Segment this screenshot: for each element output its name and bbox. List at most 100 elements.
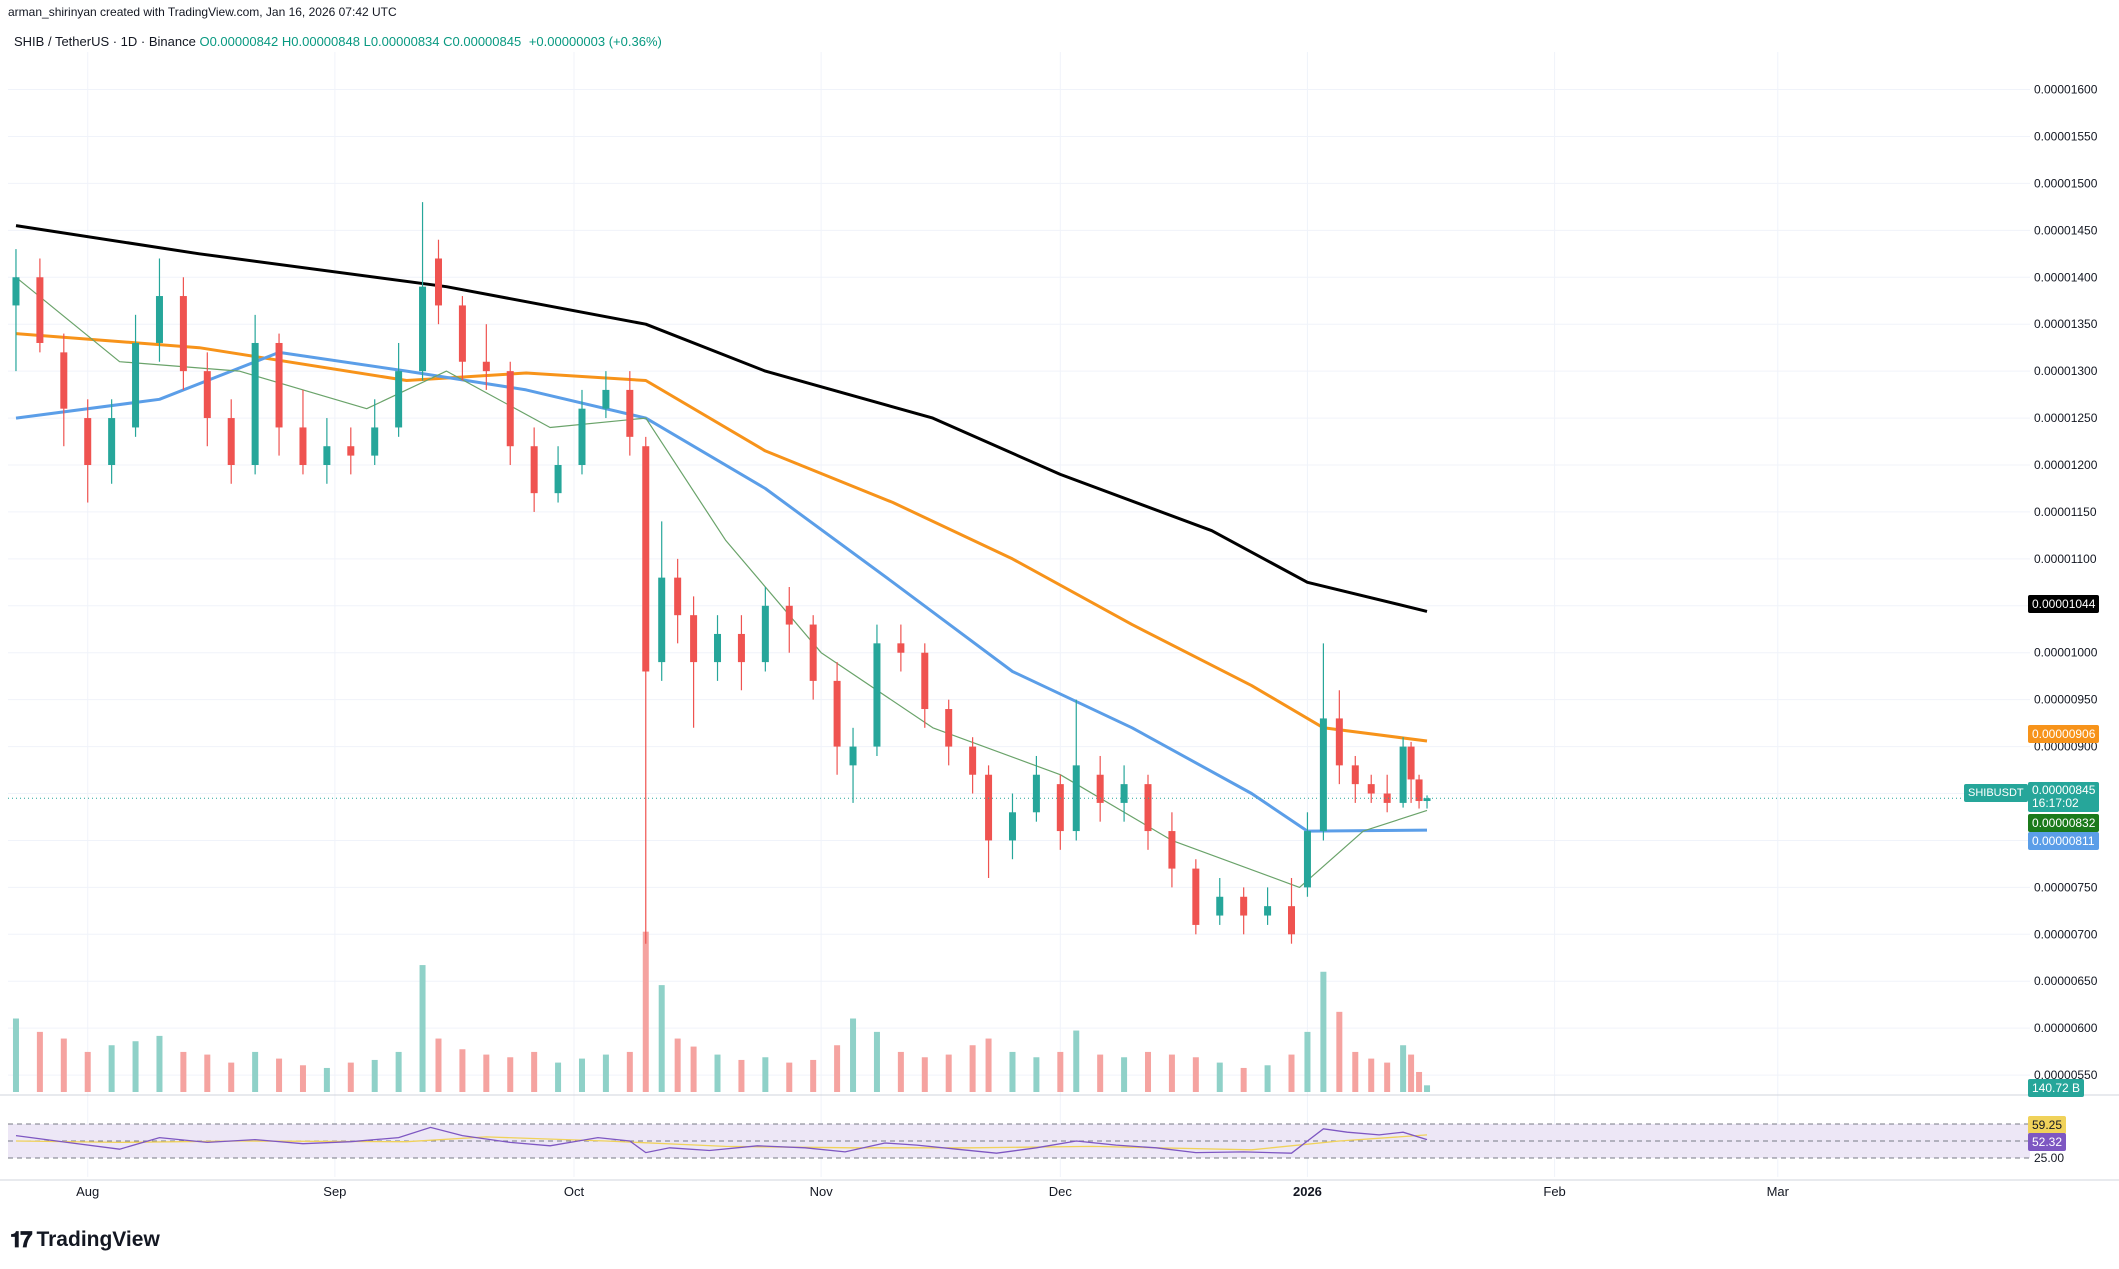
ma-blue-price-tag: 0.00000811 — [2028, 832, 2099, 850]
volume-bar — [1033, 1057, 1040, 1092]
candle-body — [251, 342, 259, 465]
candle-body — [1264, 906, 1272, 916]
y-axis-tick-label: 0.00000650 — [2034, 974, 2098, 988]
y-axis-tick-label: 0.00001150 — [2034, 505, 2097, 519]
volume-bar — [1424, 1085, 1431, 1092]
volume-bar — [1264, 1065, 1271, 1092]
candle-body — [1008, 812, 1016, 841]
candle-body — [1288, 906, 1296, 935]
open-value: O0.00000842 — [199, 34, 279, 49]
candle-body — [1303, 831, 1311, 888]
volume-bar — [1288, 1054, 1295, 1092]
tradingview-logo[interactable]: 𝟏𝟕 TradingView — [10, 1227, 160, 1253]
candle-body — [1407, 746, 1415, 780]
y-axis-tick-label: 0.00000950 — [2034, 693, 2098, 707]
candle-body — [658, 577, 666, 663]
candle-body — [969, 746, 977, 775]
candle-body — [1399, 746, 1407, 803]
candle-body — [36, 277, 44, 343]
y-axis-tick-label: 0.00001400 — [2034, 270, 2098, 284]
candle-body — [1319, 718, 1327, 832]
volume-bar — [1352, 1051, 1359, 1092]
volume-bar — [395, 1051, 402, 1092]
candle-body — [84, 418, 92, 465]
y-axis-tick-label: 0.00001300 — [2034, 364, 2098, 378]
candle-body — [849, 746, 857, 766]
candle-body — [60, 352, 68, 409]
x-axis-tick-label: Aug — [76, 1184, 99, 1199]
candle-body — [1335, 718, 1343, 766]
volume-bar — [1216, 1062, 1223, 1092]
y-axis-tick-label: 0.00000600 — [2034, 1021, 2098, 1035]
candle-body — [985, 774, 993, 841]
x-axis-tick-label: Mar — [1767, 1184, 1790, 1199]
volume-bar — [1384, 1062, 1391, 1092]
moving-average-line — [15, 332, 1428, 743]
candle-body — [737, 633, 745, 663]
volume-bar — [1097, 1054, 1104, 1092]
candle-body — [227, 418, 235, 465]
candle-body — [155, 296, 163, 343]
low-value: L0.00000834 — [363, 34, 440, 49]
x-axis-tick-label: Feb — [1543, 1184, 1565, 1199]
rsi-line — [15, 1126, 1428, 1154]
candle-body — [1351, 765, 1359, 785]
ma-black-price-tag: 0.00001044 — [2028, 595, 2100, 613]
candle-body — [1168, 831, 1176, 869]
candle-body — [458, 305, 466, 362]
volume-bar — [690, 1046, 697, 1092]
y-axis-tick-label: 0.00001600 — [2034, 83, 2098, 97]
close-value: C0.00000845 — [443, 34, 522, 49]
volume-bar — [276, 1058, 283, 1092]
candle-body — [1216, 896, 1224, 916]
candle-body — [554, 464, 562, 494]
volume-bar — [762, 1057, 769, 1092]
volume-bar — [156, 1035, 163, 1092]
volume-bar — [578, 1058, 585, 1092]
volume-bar — [371, 1059, 378, 1092]
volume-bar — [921, 1057, 928, 1092]
volume-bar — [483, 1054, 490, 1092]
candle-body — [108, 418, 116, 465]
volume-bar — [985, 1038, 992, 1092]
candle-body — [761, 605, 769, 663]
moving-average-line — [15, 224, 1428, 613]
candle-body — [833, 680, 841, 747]
volume-bar — [602, 1054, 609, 1092]
volume-bar — [810, 1059, 817, 1092]
candle-body — [626, 389, 634, 437]
candle-body — [1383, 793, 1391, 803]
attribution-text: arman_shirinyan created with TradingView… — [8, 5, 397, 19]
volume-bar — [674, 1038, 681, 1092]
candle-body — [132, 342, 140, 428]
volume-bar — [299, 1065, 306, 1092]
symbol-name[interactable]: SHIB / TetherUS · 1D · Binance — [14, 34, 196, 49]
moving-average-line — [15, 276, 1428, 889]
y-axis-tick-label: 0.00001500 — [2034, 176, 2098, 190]
ma-green-price-tag: 0.00000832 — [2028, 814, 2100, 832]
volume-bar — [132, 1041, 139, 1092]
symbol-price-label: SHIBUSDT — [1964, 784, 2028, 802]
y-axis-tick-label: 0.00000550 — [2034, 1068, 2098, 1082]
volume-bar — [12, 1018, 19, 1092]
last-price-tag: 0.00000845 16:17:02 — [2028, 782, 2100, 812]
candle-body — [299, 427, 307, 465]
volume-bar — [1320, 971, 1327, 1092]
candle-body — [642, 446, 650, 672]
candle-body — [1240, 896, 1248, 916]
volume-bar — [252, 1051, 259, 1092]
volume-bar — [834, 1045, 841, 1092]
volume-bar — [108, 1045, 115, 1092]
candle-body — [674, 577, 682, 616]
rsi-price-tag: 52.32 — [2028, 1133, 2067, 1151]
volume-bar — [1408, 1054, 1415, 1092]
high-value: H0.00000848 — [281, 34, 360, 49]
volume-bar — [969, 1045, 976, 1092]
volume-bar — [1145, 1051, 1152, 1092]
candle-body — [179, 296, 187, 372]
candle-body — [897, 643, 905, 653]
y-axis-tick-label: 0.00001250 — [2034, 411, 2098, 425]
volume-bar — [459, 1049, 466, 1092]
volume-bar — [1192, 1057, 1199, 1092]
